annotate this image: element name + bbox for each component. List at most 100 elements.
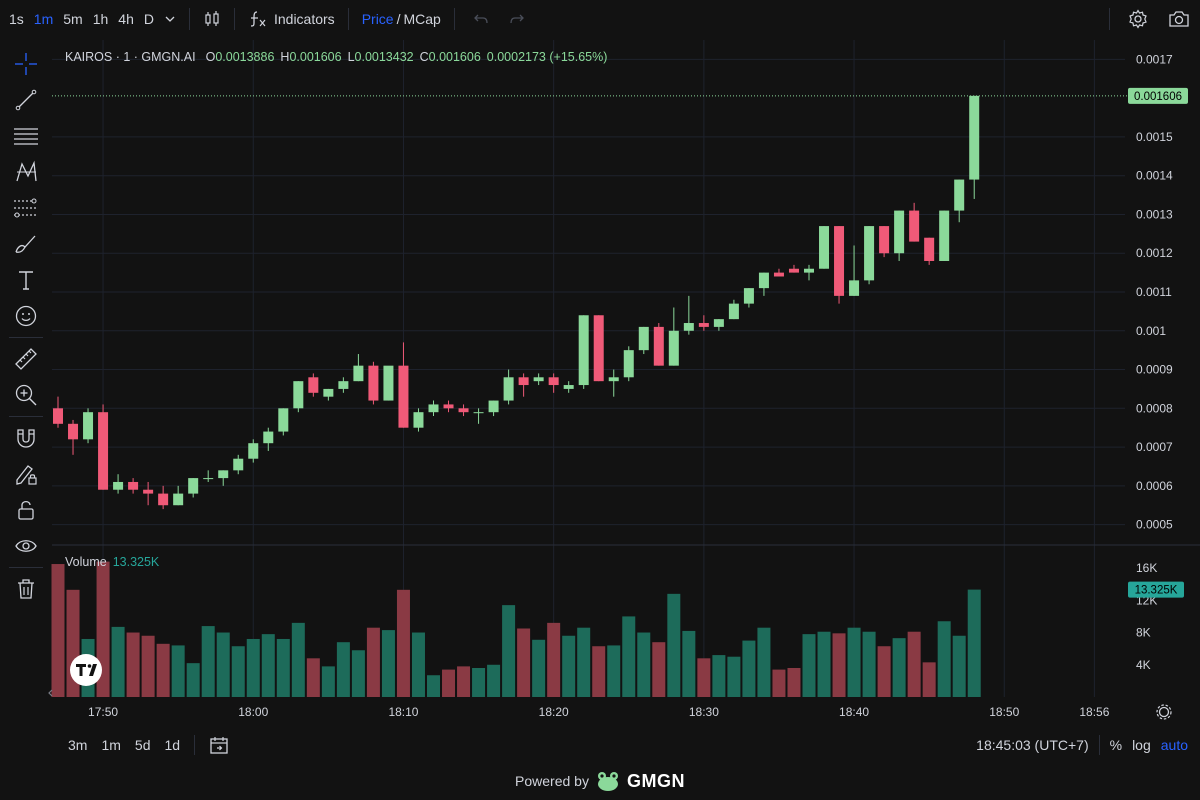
smiley-icon: [15, 305, 37, 327]
interval-4h[interactable]: 4h: [118, 11, 134, 27]
interval-1m[interactable]: 1m: [33, 11, 54, 27]
candle-body: [879, 226, 890, 254]
time-tick-label: 18:20: [539, 705, 569, 719]
candle-body: [203, 478, 214, 480]
magnet-tool[interactable]: [0, 420, 52, 456]
timezone-clock[interactable]: 18:45:03 (UTC+7): [976, 737, 1089, 753]
price-tick-label: 0.0017: [1136, 52, 1173, 66]
brush-icon: [15, 235, 36, 253]
candle-body: [743, 288, 754, 304]
candle: [638, 326, 649, 355]
candle: [143, 481, 154, 506]
candle-body: [518, 377, 529, 386]
last-price-value: 0.001606: [1134, 91, 1182, 103]
zoom-in-icon: [15, 384, 37, 406]
candle: [728, 299, 739, 320]
horizontal-lines-tool[interactable]: [0, 118, 52, 154]
interval-D[interactable]: D: [143, 11, 154, 27]
candle: [548, 373, 559, 393]
interval-1s[interactable]: 1s: [9, 11, 24, 27]
candle-body: [503, 377, 514, 401]
emoji-tool[interactable]: [0, 298, 52, 334]
candle-body: [804, 268, 814, 273]
candle: [518, 373, 529, 397]
ohlc-legend: KAIROS · 1 · GMGN.AI O0.0013886 H0.00160…: [65, 50, 607, 64]
tv-v-icon: [89, 664, 97, 676]
zoom-tool[interactable]: [0, 377, 52, 413]
last-volume-label: 13.325K: [1128, 581, 1184, 598]
eye-icon: [15, 540, 37, 552]
interval-1h[interactable]: 1h: [92, 11, 109, 27]
auto-scale-button[interactable]: auto: [1160, 737, 1188, 753]
interval-5m[interactable]: 5m: [63, 11, 83, 27]
trend-line-tool[interactable]: [0, 82, 52, 118]
settings-button[interactable]: [1118, 9, 1158, 29]
gear-teeth-icon: [1156, 704, 1172, 720]
candle: [368, 361, 379, 405]
volume-bar: [186, 663, 200, 697]
range-3m[interactable]: 3m: [68, 737, 88, 753]
calendar-icon: [210, 737, 228, 754]
undo-button[interactable]: [463, 12, 499, 26]
price-axis[interactable]: 0.0017 0.0015 0.0014 0.0013 0.0012 0.0011 0.00…: [1136, 52, 1173, 531]
remove-drawings-tool[interactable]: [0, 571, 52, 607]
volume-bar: [366, 627, 380, 697]
log-scale-button[interactable]: log: [1132, 737, 1151, 753]
volume-bar: [216, 632, 230, 697]
crosshair-tool[interactable]: [0, 46, 52, 82]
range-1m[interactable]: 1m: [101, 737, 121, 753]
candle-body: [834, 226, 845, 296]
redo-button[interactable]: [499, 12, 535, 26]
range-1d[interactable]: 1d: [164, 737, 181, 753]
frog-logo-icon: [597, 772, 618, 791]
percent-scale-button[interactable]: %: [1109, 737, 1123, 753]
screenshot-button[interactable]: [1158, 9, 1200, 29]
volume-bar: [592, 646, 606, 697]
volume-bar: [201, 626, 215, 697]
ruler-tool[interactable]: [0, 341, 52, 377]
function-icon: [250, 11, 266, 27]
brush-tool[interactable]: [0, 226, 52, 262]
symbol-title[interactable]: KAIROS · 1 · GMGN.AI: [65, 50, 196, 64]
hide-drawings-tool[interactable]: [0, 528, 52, 564]
candle-body: [819, 226, 830, 269]
candle-body: [969, 95, 980, 180]
candle: [894, 210, 905, 261]
chart-settings-button[interactable]: [1156, 704, 1172, 720]
goto-date-button[interactable]: [203, 735, 235, 755]
pattern-tool[interactable]: [0, 154, 52, 190]
candle-body: [939, 210, 950, 261]
last-price-label: 0.001606: [1128, 87, 1188, 104]
candle: [83, 408, 94, 444]
mcap-toggle[interactable]: MCap: [403, 11, 441, 27]
candle-body: [849, 280, 860, 296]
time-tick-label: 18:00: [238, 705, 268, 719]
candle: [413, 408, 424, 432]
pencil-lock-icon: [16, 465, 37, 485]
lock-drawing-tool[interactable]: [0, 456, 52, 492]
tool-divider: [9, 337, 43, 338]
indicators-button[interactable]: Indicators: [243, 10, 340, 28]
candle-body: [308, 377, 319, 393]
lock-all-tool[interactable]: [0, 492, 52, 528]
candle-body: [954, 179, 965, 211]
chart-type-button[interactable]: [198, 10, 226, 28]
toolbar-right: [1101, 0, 1200, 38]
volume-bar: [111, 626, 125, 697]
interval-dropdown-button[interactable]: [159, 13, 181, 25]
tradingview-logo[interactable]: [70, 654, 102, 686]
candle-body: [638, 326, 649, 351]
text-tool[interactable]: [0, 262, 52, 298]
fib-tool[interactable]: [0, 190, 52, 226]
open-value: 0.0013886: [215, 50, 275, 64]
tv-t-icon: [76, 664, 86, 676]
volume-bar: [472, 667, 486, 697]
scroll-left-handle[interactable]: [48, 689, 53, 697]
price-toggle[interactable]: Price: [361, 11, 394, 27]
candle-body: [53, 408, 63, 424]
candle: [608, 369, 619, 397]
range-5d[interactable]: 5d: [134, 737, 151, 753]
time-axis[interactable]: 17:50 18:00 18:10 18:20 18:30 18:40 18:50 18:56: [88, 705, 1110, 719]
